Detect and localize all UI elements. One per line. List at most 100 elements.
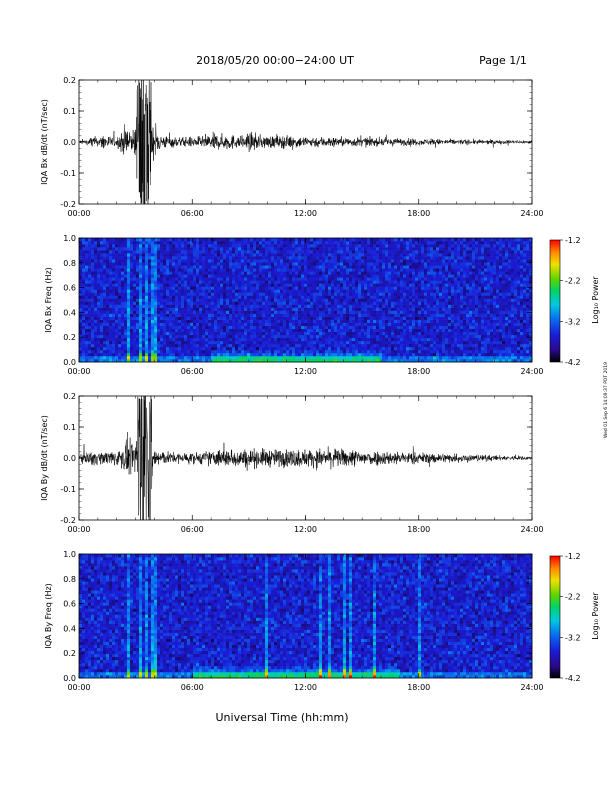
spectrogram-cell <box>400 322 404 326</box>
spectrogram-cell <box>331 262 335 266</box>
spectrogram-cell <box>310 286 314 290</box>
spectrogram-cell <box>388 274 392 278</box>
spectrogram-cell <box>409 319 413 323</box>
spectrogram-cell <box>277 271 281 275</box>
spectrogram-cell <box>349 346 353 351</box>
spectrogram-cell <box>202 322 206 326</box>
spectrogram-cell <box>292 271 296 275</box>
spectrogram-cell <box>85 271 89 275</box>
spectrogram-cell <box>403 298 407 302</box>
spectrogram-cell <box>304 307 308 311</box>
spectrogram-cell <box>421 310 425 314</box>
spectrogram-cell <box>145 322 149 326</box>
spectrogram-cell <box>106 289 110 293</box>
spectrogram-cell <box>97 241 101 245</box>
spectrogram-cell <box>433 295 437 299</box>
spectrogram-cell <box>133 334 137 339</box>
spectrogram-cell <box>208 298 212 302</box>
spectrogram-cell <box>364 355 368 360</box>
spectrogram-cell <box>286 292 290 296</box>
spectrogram-cell <box>340 340 344 345</box>
trace-line <box>79 80 532 204</box>
spectrogram-cell <box>160 247 164 251</box>
spectrogram-cell <box>148 283 152 287</box>
spectrogram-cell <box>154 340 158 345</box>
spectrogram-cell <box>223 310 227 314</box>
spectrogram-cell <box>295 304 299 308</box>
spectrogram-cell <box>139 319 143 323</box>
spectrogram-cell <box>301 259 305 263</box>
spectrogram-cell <box>244 274 248 278</box>
spectrogram-cell <box>82 262 86 266</box>
spectrogram-cell <box>343 274 347 278</box>
spectrogram-cell <box>349 298 353 302</box>
spectrogram-cell <box>382 286 386 290</box>
spectrogram-cell <box>391 274 395 278</box>
spectrogram-cell <box>394 349 398 354</box>
spectrogram-cell <box>79 268 83 272</box>
spectrogram-cell <box>256 307 260 311</box>
spectrogram-cell <box>355 322 359 326</box>
spectrogram-cell <box>196 346 200 351</box>
spectrogram-cell <box>322 346 326 351</box>
spectrogram-cell <box>112 265 116 269</box>
spectrogram-cell <box>172 349 176 354</box>
spectrogram-cell <box>394 331 398 336</box>
spectrogram-cell <box>370 292 374 296</box>
spectrogram-cell <box>106 319 110 323</box>
spectrogram-cell <box>319 244 323 248</box>
spectrogram-cell <box>424 274 428 278</box>
spectrogram-cell <box>241 241 245 245</box>
spectrogram-cell <box>388 262 392 266</box>
spectrogram-cell <box>175 238 179 242</box>
spectrogram-cell <box>397 292 401 296</box>
spectrogram-cell <box>178 310 182 314</box>
spectrogram-cell <box>334 259 338 263</box>
spectrogram-cell <box>178 241 182 245</box>
spectrogram-cell <box>328 247 332 251</box>
spectrogram-cell <box>379 331 383 336</box>
spectrogram-cell <box>247 322 251 326</box>
spectrogram-cell <box>145 337 149 342</box>
spectrogram-cell <box>193 280 197 284</box>
spectrogram-cell <box>301 313 305 317</box>
spectrogram-cell <box>157 250 161 254</box>
spectrogram-cell <box>325 304 329 308</box>
spectrogram-cell <box>418 301 422 305</box>
spectrogram-cell <box>367 259 371 263</box>
spectrogram-cell <box>238 328 242 333</box>
spectrogram-cell <box>79 358 83 363</box>
spectrogram-cell <box>256 334 260 339</box>
spectrogram-cell <box>79 328 83 333</box>
spectrogram-cell <box>205 265 209 269</box>
spectrogram-cell <box>358 262 362 266</box>
spectrogram-cell <box>259 253 263 257</box>
spectrogram-cell <box>334 280 338 284</box>
spectrogram-cell <box>310 313 314 317</box>
spectrogram-cell <box>238 268 242 272</box>
spectrogram-cell <box>211 343 215 348</box>
spectrogram-cell <box>391 262 395 266</box>
spectrogram-cell <box>385 283 389 287</box>
spectrogram-cell <box>319 346 323 351</box>
spectrogram-cell <box>430 301 434 305</box>
spectrogram-cell <box>304 346 308 351</box>
spectrogram-cell <box>415 316 419 320</box>
spectrogram-cell <box>430 307 434 311</box>
spectrogram-cell <box>196 304 200 308</box>
spectrogram-cell <box>202 256 206 260</box>
spectrogram-cell <box>373 262 377 266</box>
spectrogram-cell <box>298 313 302 317</box>
spectrogram-cell <box>334 346 338 351</box>
spectrogram-cell <box>85 295 89 299</box>
spectrogram-cell <box>97 277 101 281</box>
spectrogram-cell <box>91 313 95 317</box>
spectrogram-cell <box>97 331 101 336</box>
spectrogram-cell <box>349 250 353 254</box>
spectrogram-cell <box>292 262 296 266</box>
spectrogram-cell <box>322 343 326 348</box>
spectrogram-cell <box>286 283 290 287</box>
spectrogram-cell <box>259 280 263 284</box>
spectrogram-cell <box>337 244 341 248</box>
spectrogram-cell <box>91 244 95 248</box>
